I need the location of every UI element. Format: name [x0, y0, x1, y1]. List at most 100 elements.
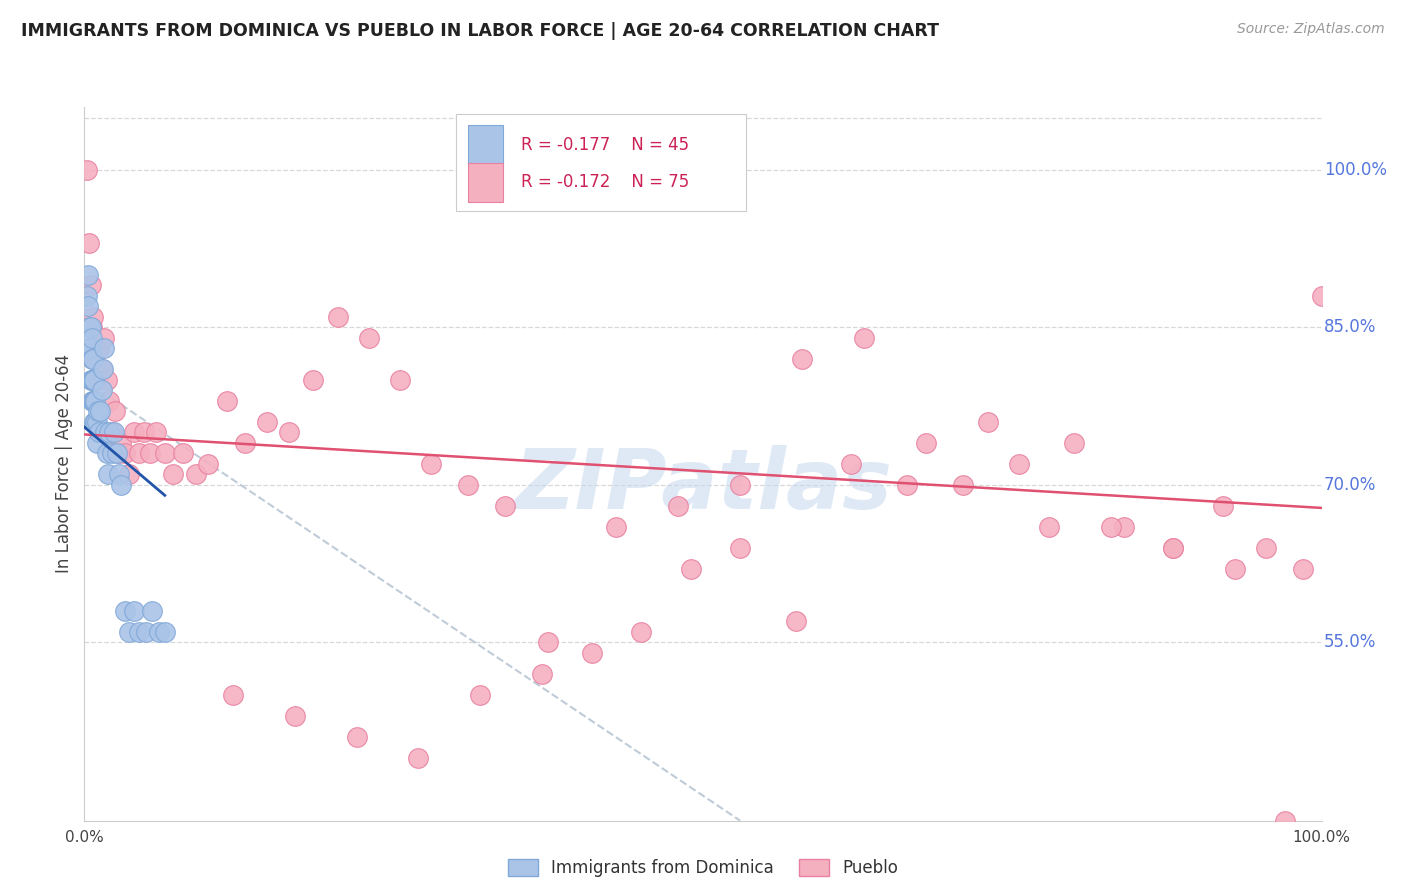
Point — [184, 467, 207, 482]
Point — [82, 373, 104, 387]
Point — [79, 373, 101, 387]
Text: 70.0%: 70.0% — [1324, 475, 1376, 494]
Point — [277, 425, 299, 440]
Point — [91, 362, 114, 376]
Point — [388, 373, 411, 387]
Point — [86, 435, 108, 450]
Bar — [468, 125, 502, 164]
Y-axis label: In Labor Force | Age 20-64: In Labor Force | Age 20-64 — [55, 354, 73, 574]
Point — [896, 478, 918, 492]
Point — [93, 342, 115, 356]
Point — [728, 541, 751, 555]
Point — [537, 635, 560, 649]
Point — [114, 604, 136, 618]
Point — [83, 393, 105, 408]
Point — [666, 499, 689, 513]
Point — [76, 163, 98, 178]
Point — [215, 393, 238, 408]
Point — [89, 342, 111, 356]
Point — [145, 425, 167, 440]
Point — [89, 425, 111, 440]
Point — [100, 425, 122, 440]
Point — [90, 362, 112, 376]
Point — [1310, 289, 1333, 303]
Point — [128, 624, 150, 639]
Point — [114, 446, 136, 460]
Point — [79, 320, 101, 334]
Point — [80, 331, 103, 345]
Point — [80, 320, 103, 334]
Bar — [468, 162, 502, 202]
Point — [94, 425, 117, 440]
Point — [122, 604, 145, 618]
Point — [419, 457, 441, 471]
Point — [96, 373, 118, 387]
Point — [605, 520, 627, 534]
Point — [172, 446, 194, 460]
Point — [83, 415, 105, 429]
Point — [84, 415, 107, 429]
Point — [284, 708, 307, 723]
Point — [256, 415, 278, 429]
Point — [93, 331, 115, 345]
Point — [581, 646, 603, 660]
Point — [110, 478, 132, 492]
Point — [118, 624, 141, 639]
Point — [153, 446, 176, 460]
Point — [148, 624, 170, 639]
Text: ZIPatlas: ZIPatlas — [515, 445, 891, 525]
Point — [326, 310, 349, 324]
Point — [98, 393, 121, 408]
Point — [139, 446, 162, 460]
Point — [457, 478, 479, 492]
Point — [82, 351, 104, 366]
Point — [302, 373, 325, 387]
Point — [118, 467, 141, 482]
Point — [86, 415, 108, 429]
Point — [82, 393, 104, 408]
Point — [79, 342, 101, 356]
Point — [84, 393, 107, 408]
Point — [141, 604, 163, 618]
Text: Source: ZipAtlas.com: Source: ZipAtlas.com — [1237, 22, 1385, 37]
Point — [98, 425, 121, 440]
Point — [80, 373, 103, 387]
Point — [104, 404, 127, 418]
Point — [976, 415, 998, 429]
Point — [77, 300, 100, 314]
Point — [79, 278, 101, 293]
Point — [89, 404, 111, 418]
Point — [162, 467, 184, 482]
Point — [785, 614, 807, 628]
Legend: Immigrants from Dominica, Pueblo: Immigrants from Dominica, Pueblo — [501, 852, 905, 884]
Point — [122, 425, 145, 440]
Point — [952, 478, 974, 492]
Point — [914, 435, 936, 450]
Text: 85.0%: 85.0% — [1324, 318, 1376, 336]
Point — [470, 688, 492, 702]
Point — [83, 373, 105, 387]
Point — [87, 404, 110, 418]
Point — [103, 425, 125, 440]
Point — [105, 446, 128, 460]
Point — [1099, 520, 1122, 534]
Point — [408, 750, 430, 764]
Point — [1292, 562, 1315, 576]
Point — [100, 446, 122, 460]
Point — [233, 435, 256, 450]
Point — [153, 624, 176, 639]
Point — [1254, 541, 1277, 555]
Point — [96, 446, 118, 460]
Point — [679, 562, 702, 576]
Point — [1161, 541, 1184, 555]
Point — [83, 351, 105, 366]
Point — [110, 435, 132, 450]
Point — [841, 457, 863, 471]
Point — [1063, 435, 1085, 450]
Point — [630, 624, 652, 639]
Point — [128, 446, 150, 460]
Point — [1223, 562, 1246, 576]
FancyBboxPatch shape — [456, 114, 747, 211]
Point — [76, 289, 98, 303]
Point — [1212, 499, 1234, 513]
